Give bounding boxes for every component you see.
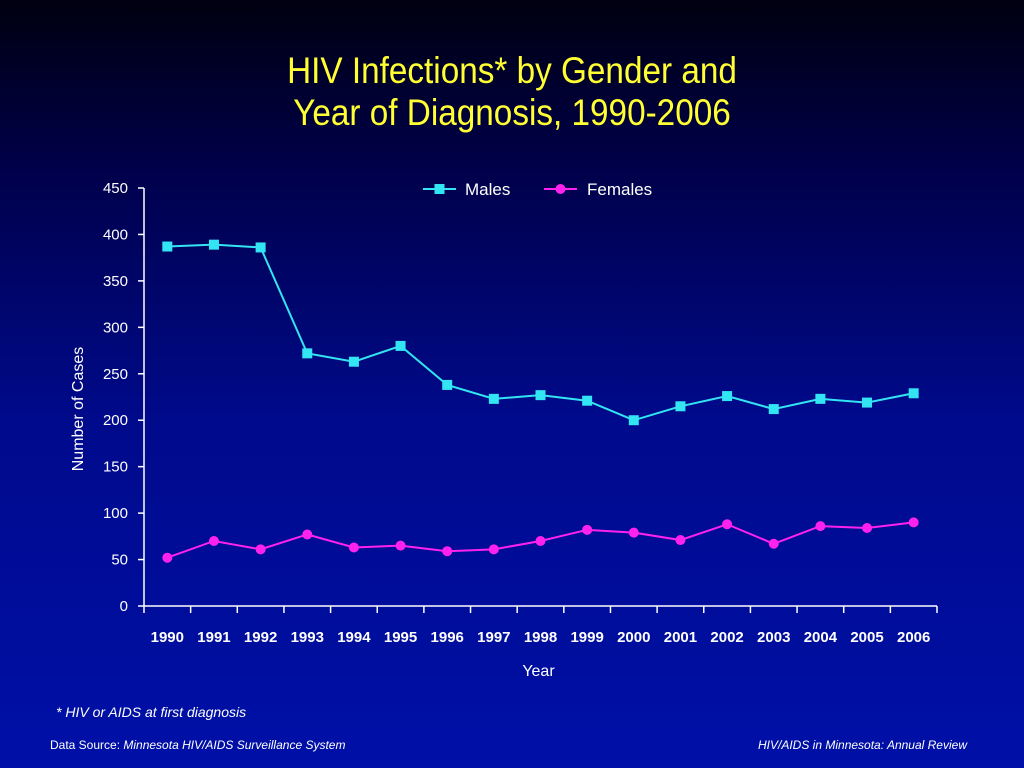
y-tick-label-100: 100: [103, 505, 128, 522]
y-tick-label-200: 200: [103, 412, 128, 429]
report-credit: HIV/AIDS in Minnesota: Annual Review: [758, 738, 967, 752]
males-point-1998: [535, 390, 546, 401]
males-point-1999: [582, 395, 593, 406]
males-point-1995: [395, 340, 406, 351]
males-point-2001: [675, 401, 686, 412]
y-tick-label-350: 350: [103, 273, 128, 290]
title-line-2: Year of Diagnosis, 1990-2006: [293, 92, 731, 133]
males-point-2005: [862, 397, 873, 408]
males-point-2003: [768, 404, 779, 415]
data-source-text: Minnesota HIV/AIDS Surveillance System: [123, 738, 346, 752]
females-point-1990: [162, 552, 173, 563]
y-tick-label-150: 150: [103, 459, 128, 476]
males-point-2006: [908, 388, 919, 399]
x-tick-label-2004: 2004: [804, 629, 838, 646]
x-tick-label-2001: 2001: [664, 629, 697, 646]
footnote: * HIV or AIDS at first diagnosis: [56, 704, 247, 720]
x-tick-label-1994: 1994: [337, 629, 371, 646]
females-point-1992: [255, 544, 266, 555]
males-point-1994: [348, 356, 359, 367]
chart-title: HIV Infections* by Gender and Year of Di…: [51, 50, 973, 134]
data-source: Data Source: Minnesota HIV/AIDS Surveill…: [50, 738, 345, 752]
males-point-1990: [162, 241, 173, 252]
y-axis-title: Number of Cases: [70, 347, 87, 472]
title-line-1: HIV Infections* by Gender and: [287, 50, 737, 91]
x-tick-label-1993: 1993: [291, 629, 324, 646]
females-point-2003: [768, 538, 779, 549]
y-tick-label-250: 250: [103, 366, 128, 383]
y-tick-label-400: 400: [103, 226, 128, 243]
males-point-2002: [722, 391, 733, 402]
legend-males-marker: [434, 184, 445, 194]
females-point-2001: [675, 535, 686, 546]
x-tick-label-2000: 2000: [617, 629, 650, 646]
x-axis-title: Year: [522, 663, 555, 680]
x-tick-label-1991: 1991: [197, 629, 230, 646]
females-point-1996: [442, 546, 453, 557]
males-point-1992: [255, 242, 266, 253]
legend-males-label: Males: [465, 180, 510, 199]
x-tick-label-1996: 1996: [431, 629, 464, 646]
x-tick-label-2005: 2005: [850, 629, 883, 646]
y-tick-label-450: 450: [103, 180, 128, 197]
legend-females-marker: [555, 184, 566, 194]
x-tick-label-2006: 2006: [897, 629, 930, 646]
y-tick-label-300: 300: [103, 319, 128, 336]
legend-females-label: Females: [587, 180, 652, 199]
x-tick-label-1995: 1995: [384, 629, 417, 646]
females-point-1991: [208, 535, 219, 546]
x-tick-label-2003: 2003: [757, 629, 790, 646]
females-point-2000: [628, 527, 639, 538]
females-point-2006: [908, 517, 919, 528]
females-point-2002: [722, 519, 733, 530]
x-tick-label-1999: 1999: [570, 629, 603, 646]
males-point-1996: [442, 379, 453, 390]
females-point-1999: [582, 524, 593, 535]
males-point-1997: [488, 393, 499, 404]
x-tick-label-2002: 2002: [710, 629, 743, 646]
x-tick-label-1998: 1998: [524, 629, 557, 646]
x-tick-label-1997: 1997: [477, 629, 510, 646]
y-tick-label-0: 0: [120, 598, 128, 615]
males-point-1991: [208, 239, 219, 250]
males-point-2004: [815, 393, 826, 404]
females-point-1998: [535, 535, 546, 546]
y-tick-label-50: 50: [111, 552, 128, 569]
females-point-2005: [862, 522, 873, 533]
x-tick-label-1990: 1990: [151, 629, 184, 646]
x-tick-label-1992: 1992: [244, 629, 277, 646]
females-point-1995: [395, 540, 406, 551]
females-point-1994: [348, 542, 359, 553]
females-point-1993: [302, 529, 313, 540]
data-source-label: Data Source:: [50, 738, 124, 752]
females-point-1997: [488, 544, 499, 555]
females-point-2004: [815, 521, 826, 532]
males-point-1993: [302, 348, 313, 359]
males-point-2000: [628, 415, 639, 426]
